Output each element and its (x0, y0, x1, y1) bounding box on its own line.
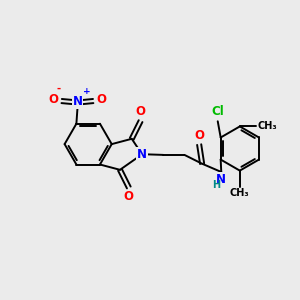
Text: H: H (212, 180, 220, 190)
Text: O: O (48, 93, 58, 106)
Text: -: - (57, 84, 61, 94)
Text: CH₃: CH₃ (257, 122, 277, 131)
Text: Cl: Cl (212, 105, 224, 118)
Text: O: O (97, 93, 107, 106)
Text: +: + (83, 87, 91, 96)
Text: O: O (136, 105, 146, 118)
Text: N: N (73, 95, 83, 108)
Text: O: O (194, 129, 204, 142)
Text: CH₃: CH₃ (230, 188, 250, 198)
Text: O: O (124, 190, 134, 203)
Text: N: N (137, 148, 147, 161)
Text: N: N (216, 172, 226, 186)
